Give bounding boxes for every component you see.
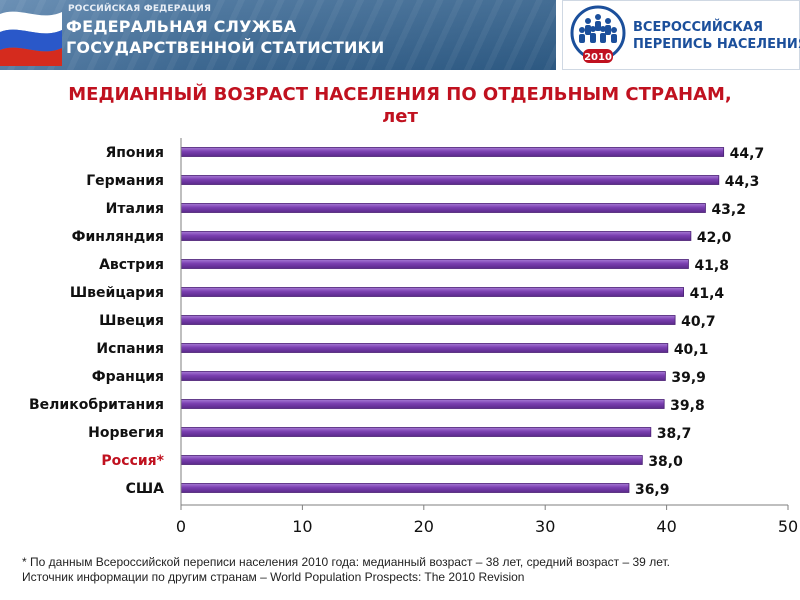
value-label: 44,3 [725, 174, 760, 190]
census-title-line2: ПЕРЕПИСЬ НАСЕЛЕНИЯ [633, 37, 800, 52]
chart-bars: Япония 44,7 Германия 44,3 Италия 43,2 Финлянди… [29, 145, 764, 498]
category-label: США [126, 481, 165, 497]
value-label: 38,7 [657, 426, 692, 442]
bar [180, 343, 669, 353]
category-label: Великобритания [29, 397, 164, 413]
bar [180, 399, 665, 409]
bar [180, 455, 643, 465]
x-tick-label: 50 [778, 517, 798, 536]
agency-name-line2: ГОСУДАРСТВЕННОЙ СТАТИСТИКИ [66, 38, 385, 57]
category-label: Австрия [99, 257, 164, 273]
agency-name-line1: ФЕДЕРАЛЬНАЯ СЛУЖБА [66, 17, 297, 36]
value-label: 44,7 [730, 146, 765, 162]
category-label: Испания [96, 341, 164, 357]
category-label: Япония [105, 145, 164, 161]
category-label: Норвегия [88, 425, 164, 441]
bar [180, 371, 666, 381]
category-label: Россия* [101, 453, 164, 469]
value-label: 40,7 [681, 314, 716, 330]
bar [180, 175, 720, 185]
census-emblem-icon: 2010 [570, 5, 626, 63]
x-tick-label: 40 [656, 517, 676, 536]
bar [180, 483, 630, 493]
category-label: Швейцария [70, 285, 164, 301]
banner-texture [0, 0, 556, 70]
bar [180, 259, 689, 269]
bar [180, 287, 684, 297]
agency-banner: РОССИЙСКАЯ ФЕДЕРАЦИЯ ФЕДЕРАЛЬНАЯ СЛУЖБА … [0, 0, 556, 70]
bar [180, 147, 725, 157]
value-label: 42,0 [697, 230, 732, 246]
bar-chart: Япония 44,7 Германия 44,3 Италия 43,2 Финлянди… [29, 138, 798, 536]
census-year-label: 2010 [584, 52, 612, 63]
header: РОССИЙСКАЯ ФЕДЕРАЦИЯ ФЕДЕРАЛЬНАЯ СЛУЖБА … [0, 0, 800, 72]
census-title-line1: ВСЕРОССИЙСКАЯ [633, 20, 763, 35]
x-axis: 0 10 20 30 40 50 [176, 138, 798, 536]
chart-title: МЕДИАННЫЙ ВОЗРАСТ НАСЕЛЕНИЯ ПО ОТДЕЛЬНЫМ… [68, 84, 732, 127]
russian-flag-icon [0, 11, 62, 66]
bar [180, 315, 676, 325]
census-title: ВСЕРОССИЙСКАЯ ПЕРЕПИСЬ НАСЕЛЕНИЯ [633, 19, 800, 53]
value-label: 36,9 [635, 482, 670, 498]
bar [180, 203, 706, 213]
agency-country-label: РОССИЙСКАЯ ФЕДЕРАЦИЯ [68, 4, 212, 14]
value-label: 39,9 [671, 370, 706, 386]
category-label: Швеция [99, 313, 164, 329]
x-tick-label: 30 [535, 517, 555, 536]
x-tick-label: 10 [292, 517, 312, 536]
value-label: 38,0 [648, 454, 683, 470]
bar [180, 231, 692, 241]
footnote-line1: * По данным Всероссийской переписи насел… [22, 555, 670, 569]
category-label: Германия [86, 173, 164, 189]
value-label: 39,8 [670, 398, 705, 414]
footnote-line2: Источник информации по другим странам – … [22, 570, 525, 584]
bar [180, 427, 652, 437]
x-tick-label: 0 [176, 517, 186, 536]
x-tick-label: 20 [414, 517, 434, 536]
value-label: 41,4 [690, 286, 725, 302]
category-label: Франция [92, 369, 164, 385]
value-label: 41,8 [694, 258, 729, 274]
value-label: 43,2 [711, 202, 746, 218]
value-label: 40,1 [674, 342, 709, 358]
category-label: Италия [106, 201, 164, 217]
category-label: Финляндия [72, 229, 164, 245]
census-logo: 2010 ВСЕРОССИЙСКАЯ ПЕРЕПИСЬ НАСЕЛЕНИЯ [562, 0, 800, 70]
footnote: * По данным Всероссийской переписи насел… [22, 555, 792, 585]
